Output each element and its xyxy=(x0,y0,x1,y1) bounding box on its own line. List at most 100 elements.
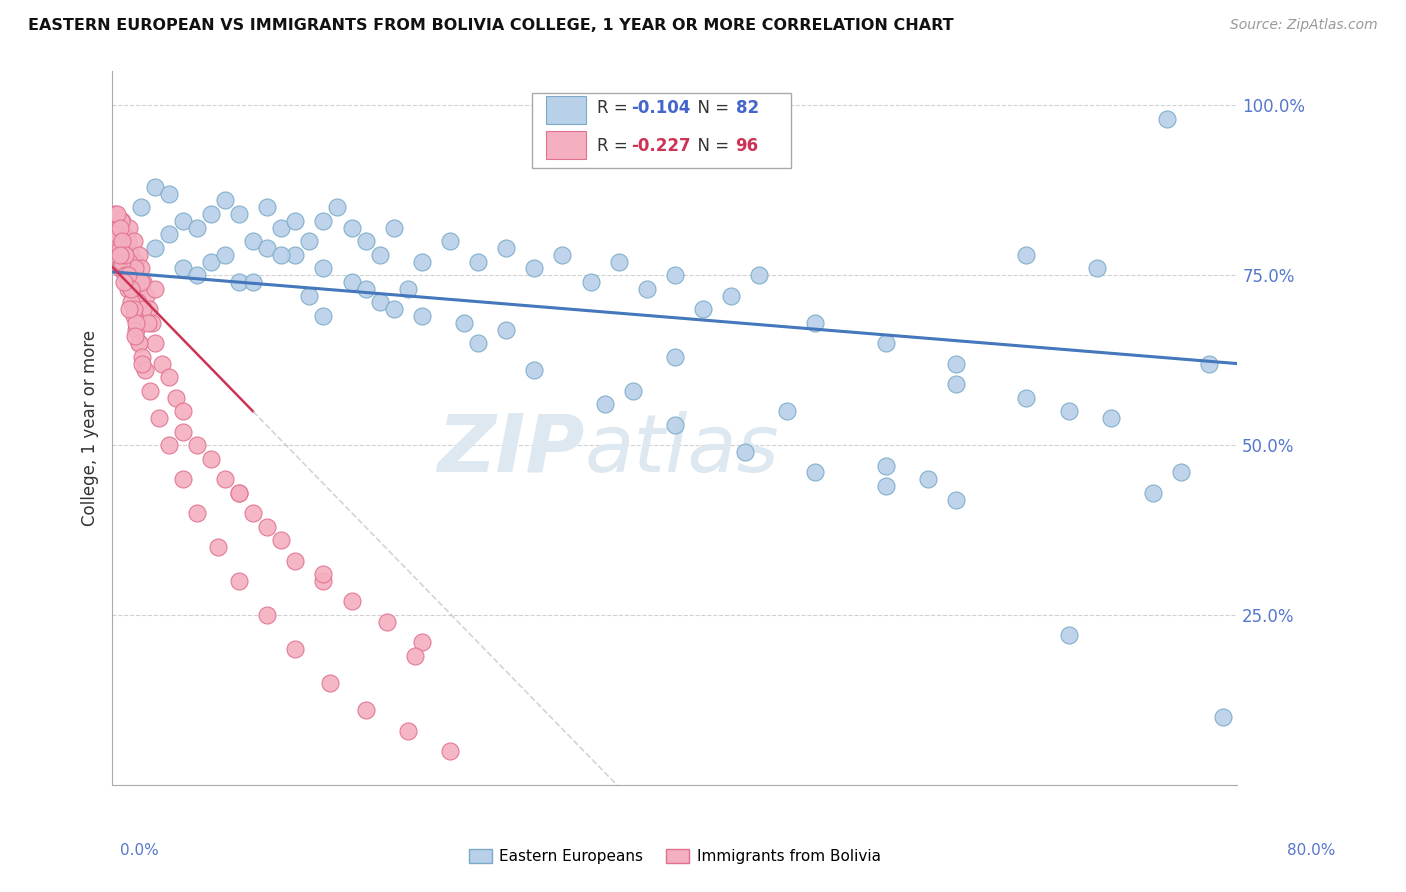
Point xyxy=(1142,485,1164,500)
FancyBboxPatch shape xyxy=(546,95,586,124)
Point xyxy=(118,254,141,268)
Point xyxy=(284,554,307,568)
Point xyxy=(1099,411,1122,425)
Point xyxy=(1198,357,1220,371)
Point xyxy=(125,268,148,283)
Point xyxy=(368,248,391,262)
Point xyxy=(319,676,342,690)
Point xyxy=(1057,628,1080,642)
Point xyxy=(270,248,292,262)
Point xyxy=(136,316,159,330)
Point xyxy=(143,336,166,351)
Point xyxy=(172,214,194,228)
Point xyxy=(129,200,152,214)
Point xyxy=(748,268,770,283)
Point xyxy=(467,254,489,268)
Text: -0.104: -0.104 xyxy=(631,100,690,118)
Point xyxy=(664,350,686,364)
Point xyxy=(298,234,321,248)
Point xyxy=(720,288,742,302)
Point xyxy=(128,336,150,351)
Text: R =: R = xyxy=(598,137,633,155)
Point xyxy=(411,254,433,268)
Point xyxy=(875,479,897,493)
Point xyxy=(112,275,135,289)
Point xyxy=(122,309,145,323)
Point xyxy=(270,533,292,548)
Point xyxy=(312,261,335,276)
Point xyxy=(186,506,208,520)
Point xyxy=(108,261,131,276)
Y-axis label: College, 1 year or more: College, 1 year or more xyxy=(80,330,98,526)
Point xyxy=(114,241,136,255)
Point xyxy=(945,357,967,371)
Point xyxy=(110,214,132,228)
Point xyxy=(228,207,250,221)
Point xyxy=(312,574,335,588)
Point xyxy=(118,220,141,235)
Point xyxy=(124,261,146,276)
Point xyxy=(157,370,180,384)
Point xyxy=(804,466,827,480)
Point xyxy=(340,594,363,608)
Point xyxy=(214,194,236,208)
Point xyxy=(186,268,208,283)
Point xyxy=(138,302,160,317)
Point xyxy=(312,214,335,228)
Point xyxy=(132,275,155,289)
Text: 82: 82 xyxy=(735,100,759,118)
Point xyxy=(135,288,157,302)
Point xyxy=(312,309,335,323)
FancyBboxPatch shape xyxy=(546,130,586,159)
Point xyxy=(453,316,475,330)
Text: 96: 96 xyxy=(735,137,759,155)
Point xyxy=(354,703,377,717)
Point xyxy=(111,254,134,268)
Point xyxy=(354,234,377,248)
Legend: Eastern Europeans, Immigrants from Bolivia: Eastern Europeans, Immigrants from Boliv… xyxy=(463,843,887,870)
Point xyxy=(804,316,827,330)
Text: N =: N = xyxy=(688,100,734,118)
Point xyxy=(200,207,222,221)
Point xyxy=(105,248,128,262)
Point xyxy=(108,248,131,262)
Point xyxy=(439,234,461,248)
Point xyxy=(200,451,222,466)
Point xyxy=(108,220,131,235)
Point xyxy=(165,391,187,405)
Point xyxy=(134,363,156,377)
Point xyxy=(105,227,128,242)
Point xyxy=(439,744,461,758)
Point xyxy=(621,384,644,398)
Point xyxy=(107,220,129,235)
Point xyxy=(120,248,142,262)
Point xyxy=(121,261,143,276)
Point xyxy=(375,615,398,629)
Point xyxy=(664,417,686,432)
Point xyxy=(150,357,173,371)
Point xyxy=(105,207,128,221)
Point xyxy=(120,295,142,310)
Point xyxy=(125,323,148,337)
Text: ZIP: ZIP xyxy=(437,410,585,489)
Point xyxy=(228,485,250,500)
Point xyxy=(129,275,152,289)
Point xyxy=(354,282,377,296)
Point xyxy=(734,445,756,459)
Text: -0.227: -0.227 xyxy=(631,137,690,155)
Point xyxy=(115,254,138,268)
Point xyxy=(523,261,546,276)
Point xyxy=(122,234,145,248)
Point xyxy=(114,268,136,283)
Point xyxy=(228,275,250,289)
Point xyxy=(122,302,145,317)
Point xyxy=(172,404,194,418)
Point xyxy=(256,608,278,623)
Point xyxy=(312,567,335,582)
Point xyxy=(172,425,194,439)
Point xyxy=(242,234,264,248)
Point xyxy=(143,241,166,255)
Point xyxy=(200,254,222,268)
Point xyxy=(157,438,180,452)
Point xyxy=(108,241,131,255)
